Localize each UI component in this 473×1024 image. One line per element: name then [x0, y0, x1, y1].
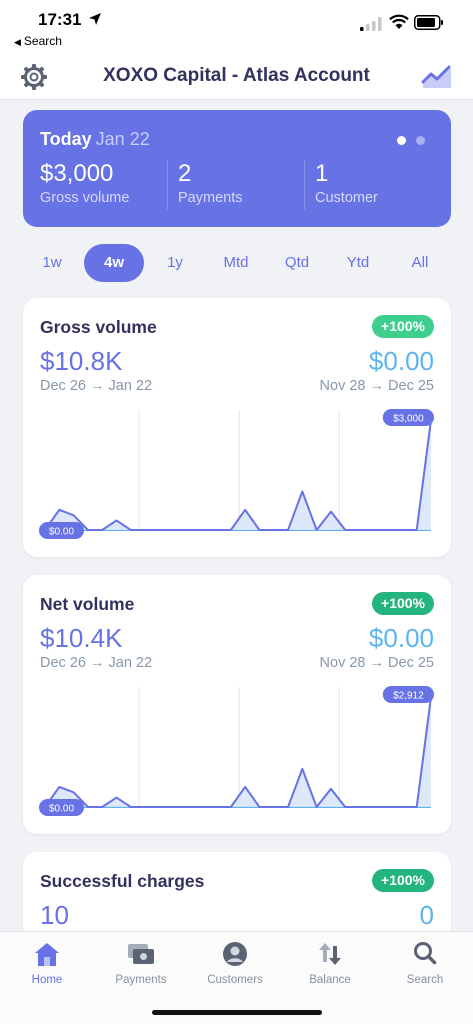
tab-label: Balance [309, 974, 351, 986]
current-value: $10.8K [40, 346, 123, 376]
range-tab-ytd[interactable]: Ytd [346, 254, 370, 271]
range-tab-qtd[interactable]: Qtd [284, 254, 310, 271]
current-period-area [45, 420, 431, 530]
tab-home[interactable]: Home [2, 940, 92, 986]
card-title: Gross volume [40, 317, 157, 337]
home-indicator [152, 1010, 322, 1015]
tab-label: Payments [115, 974, 167, 986]
max-value-pill [382, 409, 434, 426]
wifi-icon [389, 14, 409, 29]
min-value-pill [39, 799, 84, 816]
current-value: $10.4K [40, 623, 123, 653]
customers-icon [223, 942, 247, 966]
stat-value: $3,000 [40, 160, 114, 187]
tab-label: Home [31, 974, 63, 986]
home-icon [35, 943, 59, 966]
net-volume-card[interactable]: Net volume +100% $10.4K $0.00 Dec 26 → J… [23, 575, 451, 834]
change-badge: +100% [372, 592, 434, 615]
search-icon [414, 942, 437, 965]
range-tab-all[interactable]: All [411, 254, 429, 271]
previous-range: Nov 28 → Dec 25 [319, 378, 434, 394]
chart-icon[interactable] [421, 64, 453, 90]
balance-icon [319, 943, 341, 965]
min-value-pill [39, 522, 84, 539]
status-bar: 17:31 ◀ Search [0, 0, 473, 54]
stat-label: Customer [315, 190, 378, 206]
previous-value: $0.00 [368, 346, 434, 376]
stat-payments: 2 Payments [167, 160, 242, 210]
previous-value: $0.00 [368, 623, 434, 653]
tab-customers[interactable]: Customers [190, 940, 280, 986]
stat-label: Payments [178, 190, 243, 206]
change-badge: +100% [372, 315, 434, 338]
card-title: Successful charges [40, 871, 205, 891]
max-value-label: $3,000 [393, 414, 424, 425]
max-value-label: $2,912 [393, 691, 424, 702]
stat-customers: 1 Customer [304, 160, 378, 210]
gear-icon[interactable] [20, 63, 48, 91]
current-period-line [44, 419, 432, 531]
range-tab-1w[interactable]: 1w [42, 254, 62, 271]
gross-volume-chart: $3,000 $0.00 [39, 409, 434, 539]
max-value-pill [382, 686, 434, 703]
tab-payments[interactable]: Payments [96, 940, 186, 986]
tab-balance[interactable]: Balance [285, 940, 375, 986]
range-tab-mtd[interactable]: Mtd [223, 254, 249, 271]
card-title: Net volume [40, 594, 135, 614]
tab-label: Search [406, 974, 444, 986]
location-arrow-icon [89, 13, 101, 25]
range-selector: 1w 4w 1y Mtd Qtd Ytd All [22, 244, 452, 282]
today-heading: Today Jan 22 [40, 129, 150, 150]
page-indicator[interactable] [387, 132, 425, 150]
previous-range: Nov 28 → Dec 25 [319, 655, 434, 671]
current-range: Dec 26 → Jan 22 [40, 378, 153, 394]
stat-label: Gross volume [40, 190, 130, 206]
today-date: Jan 22 [95, 129, 150, 149]
stat-value: 2 [178, 160, 192, 187]
tab-search[interactable]: Search [380, 940, 470, 986]
tab-label: Customers [207, 974, 263, 986]
signal-icon [360, 17, 382, 31]
stat-gross-volume: $3,000 Gross volume [40, 160, 129, 210]
stat-value: 1 [315, 160, 329, 187]
range-tab-1y[interactable]: 1y [167, 254, 183, 271]
current-period-line [44, 696, 432, 808]
back-arrow-icon: ◀ [14, 37, 21, 47]
previous-value: 0 [419, 900, 434, 930]
range-tab-4w[interactable]: 4w [84, 244, 144, 282]
net-volume-chart: $2,912 $0.00 [39, 686, 434, 816]
min-value-label: $0.00 [49, 804, 74, 815]
tab-bar: Home Payments Customers Balance Search [0, 931, 473, 1024]
payments-icon [128, 944, 154, 964]
current-period-area [45, 697, 431, 807]
nav-bar: XOXO Capital - Atlas Account [0, 54, 473, 100]
current-range: Dec 26 → Jan 22 [40, 655, 153, 671]
page-dot-active [397, 136, 406, 145]
page-title: XOXO Capital - Atlas Account [103, 65, 370, 86]
page-dot [416, 136, 425, 145]
battery-icon [414, 15, 443, 30]
change-badge: +100% [372, 869, 434, 892]
min-value-label: $0.00 [49, 527, 74, 538]
back-search-label: Search [23, 34, 62, 48]
gross-volume-card[interactable]: Gross volume +100% $10.8K $0.00 Dec 26 →… [23, 298, 451, 557]
today-label: Today [40, 129, 92, 149]
current-value: 10 [40, 900, 69, 930]
back-to-search-link[interactable]: ◀ Search [14, 34, 62, 48]
today-summary-card[interactable]: Today Jan 22 $3,000 Gross volume 2 Paymen… [23, 110, 451, 227]
status-time: 17:31 [38, 10, 82, 29]
